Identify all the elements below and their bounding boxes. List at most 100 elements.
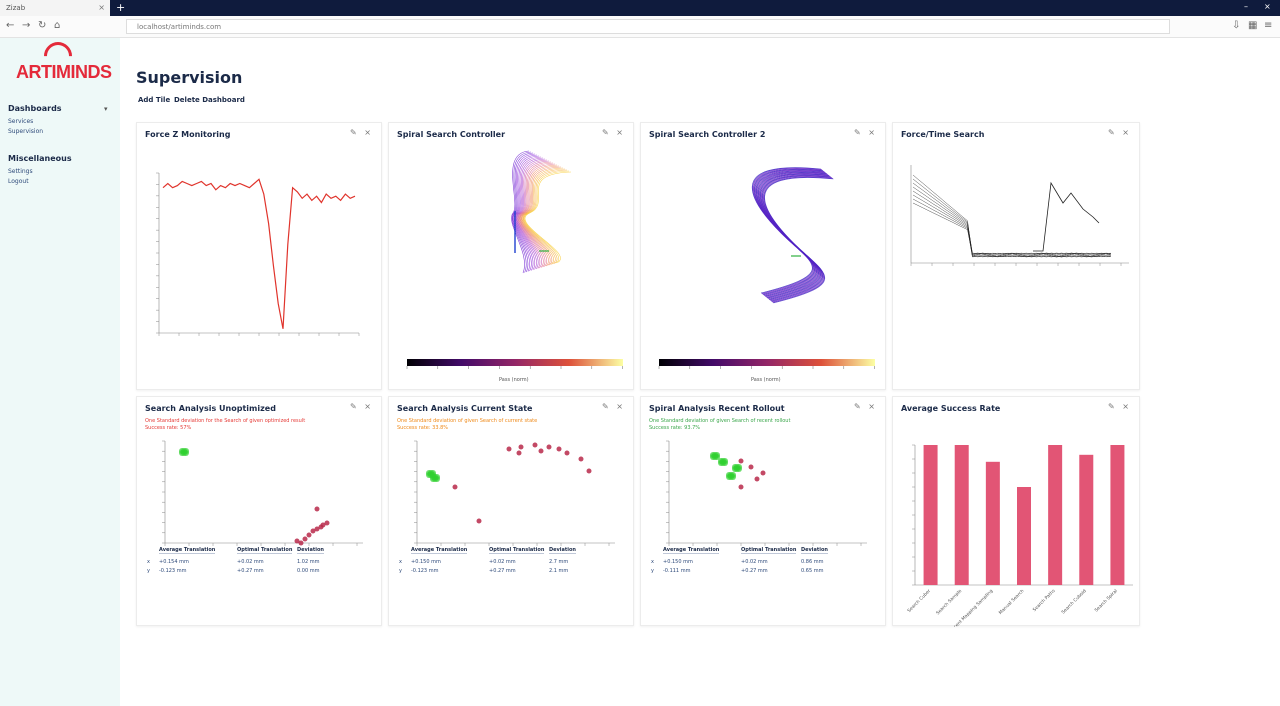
green-point xyxy=(730,474,736,480)
spiral-path xyxy=(524,171,572,263)
forward-icon[interactable]: → xyxy=(22,20,31,31)
bar-label: Search Cuboid xyxy=(1060,588,1087,615)
scatter-plot xyxy=(414,440,615,546)
force-time-chart xyxy=(910,165,1129,266)
edit-icon[interactable]: ✎ xyxy=(853,128,861,137)
sidebar-item-services[interactable]: Services xyxy=(8,118,34,125)
close-window-icon[interactable]: × xyxy=(1264,2,1271,11)
force-series-line xyxy=(912,182,1112,258)
spiral-path xyxy=(521,165,560,266)
add-tile-button[interactable]: Add Tile xyxy=(138,96,171,104)
red-point xyxy=(302,536,308,542)
stats-cell: y xyxy=(399,568,402,574)
spiral-path xyxy=(757,172,828,299)
force-series-line xyxy=(912,202,1112,258)
sidebar xyxy=(0,38,120,706)
spiral-path xyxy=(515,157,544,270)
red-point xyxy=(452,484,458,490)
close-icon[interactable]: × xyxy=(98,3,105,12)
spiral-path xyxy=(754,169,825,296)
stats-cell: 0.86 mm xyxy=(801,559,824,565)
chevron-down-icon[interactable]: ▾ xyxy=(104,105,108,113)
stats-cell: +0.02 mm xyxy=(237,559,264,565)
bar-label: Search Sample xyxy=(935,588,963,616)
edit-icon[interactable]: ✎ xyxy=(1107,128,1115,137)
spiral-path xyxy=(518,161,552,268)
minimize-icon[interactable]: – xyxy=(1244,2,1248,11)
close-icon[interactable]: × xyxy=(616,128,623,137)
delete-dashboard-button[interactable]: Delete Dashboard xyxy=(174,96,245,104)
edit-icon[interactable]: ✎ xyxy=(853,402,861,411)
extensions-icon[interactable]: ▦ xyxy=(1248,20,1258,31)
card-subtitle: One Standard deviation for the Search of… xyxy=(145,418,306,424)
card-search-current: Search Analysis Current State ✎ × One St… xyxy=(388,396,634,626)
scatter-plot xyxy=(162,440,363,546)
edit-icon[interactable]: ✎ xyxy=(601,402,609,411)
card-title: Search Analysis Current State xyxy=(397,404,533,413)
force-series-line xyxy=(912,178,1112,258)
success-rate: Success rate: 33.8% xyxy=(397,425,449,431)
scatter-plot xyxy=(666,440,867,546)
stats-cell: -0.123 mm xyxy=(159,568,187,574)
close-icon[interactable]: × xyxy=(868,402,875,411)
red-point xyxy=(754,476,760,482)
close-icon[interactable]: × xyxy=(364,128,371,137)
page-title: Supervision xyxy=(136,68,243,87)
stats-cell: +0.154 mm xyxy=(159,559,189,565)
url-bar[interactable]: localhost/artiminds.com xyxy=(126,19,1170,34)
card-title: Average Success Rate xyxy=(901,404,1001,413)
spiral-path xyxy=(760,174,830,301)
edit-icon[interactable]: ✎ xyxy=(349,128,357,137)
sidebar-item-supervision[interactable]: Supervision xyxy=(8,128,44,135)
close-icon[interactable]: × xyxy=(868,128,875,137)
card-spiral-recent: Spiral Analysis Recent Rollout ✎ × One S… xyxy=(640,396,886,626)
sidebar-item-settings[interactable]: Settings xyxy=(8,168,33,175)
home-icon[interactable]: ⌂ xyxy=(54,20,61,31)
close-icon[interactable]: × xyxy=(364,402,371,411)
nav-section-miscellaneous[interactable]: Miscellaneous xyxy=(8,154,72,163)
spiral-path xyxy=(764,177,834,304)
close-icon[interactable]: × xyxy=(1122,128,1129,137)
green-point xyxy=(183,450,189,456)
green-point xyxy=(714,454,720,460)
spiral-path xyxy=(752,167,822,294)
spiral-path xyxy=(517,160,550,269)
stats-header: Average Translation xyxy=(159,547,216,554)
edit-icon[interactable]: ✎ xyxy=(601,128,609,137)
back-icon[interactable]: ← xyxy=(6,20,15,31)
spiral-path xyxy=(755,170,826,297)
logo: ARTIMINDS xyxy=(16,62,112,82)
colorbar xyxy=(659,359,875,366)
force-z-line xyxy=(162,178,356,329)
nav-section-dashboards[interactable]: Dashboards xyxy=(8,104,62,113)
sidebar-item-logout[interactable]: Logout xyxy=(8,178,29,185)
reload-icon[interactable]: ↻ xyxy=(38,20,47,31)
spiral-2-plot xyxy=(658,167,875,369)
colorbar xyxy=(407,359,623,366)
edit-icon[interactable]: ✎ xyxy=(349,402,357,411)
force-series-line xyxy=(912,194,1112,258)
force-series-line xyxy=(912,174,1112,258)
new-tab-icon[interactable]: + xyxy=(116,1,126,14)
red-point xyxy=(324,520,330,526)
stats-cell: +0.27 mm xyxy=(237,568,264,574)
red-point xyxy=(538,448,544,454)
stats-cell: 2.7 mm xyxy=(549,559,569,565)
menu-icon[interactable]: ≡ xyxy=(1264,20,1273,31)
close-icon[interactable]: × xyxy=(1122,402,1129,411)
stats-cell: +0.02 mm xyxy=(489,559,516,565)
spiral-path xyxy=(760,174,831,301)
stats-header: Deviation xyxy=(549,547,576,554)
edit-icon[interactable]: ✎ xyxy=(1107,402,1115,411)
spiral-path xyxy=(756,171,827,298)
red-point xyxy=(518,444,524,450)
stats-header: Deviation xyxy=(297,547,324,554)
bar xyxy=(1048,445,1063,585)
browser-tab[interactable]: Zizab × xyxy=(0,0,110,16)
red-point xyxy=(564,450,570,456)
red-point xyxy=(306,532,312,538)
close-icon[interactable]: × xyxy=(616,402,623,411)
bar-label: Search Spiral xyxy=(1094,588,1119,613)
stats-cell: -0.123 mm xyxy=(411,568,439,574)
downloads-icon[interactable]: ⇩ xyxy=(1232,20,1241,31)
